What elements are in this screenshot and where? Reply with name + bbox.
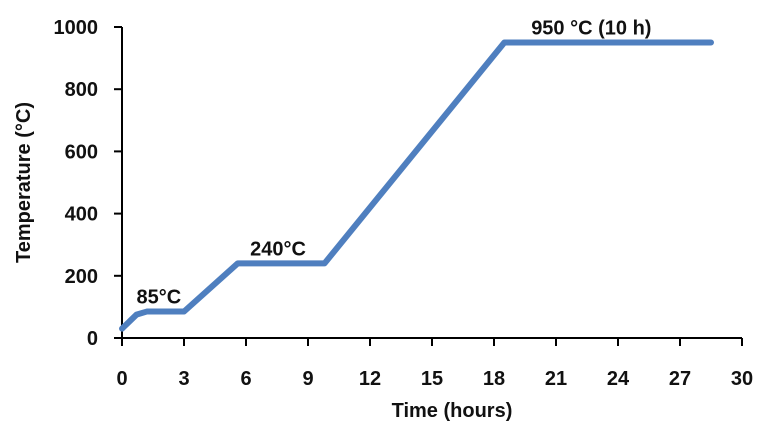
annotation-label: 85°C [136, 287, 181, 309]
x-tick-label: 27 [669, 368, 691, 390]
y-tick-label: 800 [65, 79, 98, 101]
annotation-label: 240°C [250, 238, 306, 260]
labels-layer: 0 3 6 9 12 15 18 21 24 27 30 0 200 400 600 800 1000 85°C 2… [54, 17, 754, 390]
y-tick-label: 1000 [54, 17, 99, 39]
y-tick-label: 0 [87, 328, 98, 350]
x-tick-label: 3 [178, 368, 189, 390]
temperature-series-line [119, 39, 714, 332]
series-layer [119, 39, 714, 332]
x-tick-label: 15 [421, 368, 443, 390]
x-tick-label: 0 [116, 368, 127, 390]
y-tick-label: 200 [65, 266, 98, 288]
x-tick-label: 21 [545, 368, 567, 390]
x-tick-label: 12 [359, 368, 381, 390]
x-tick-label: 9 [302, 368, 313, 390]
x-tick-label: 18 [483, 368, 505, 390]
annotation-label: 950 °C (10 h) [531, 18, 651, 40]
y-tick-label: 400 [65, 204, 98, 226]
axes-layer [114, 26, 743, 346]
x-tick-label: 30 [731, 368, 753, 390]
x-axis-title: Time (hours) [392, 400, 513, 422]
y-tick-label: 600 [65, 141, 98, 163]
x-tick-label: 24 [607, 368, 630, 390]
x-tick-label: 6 [240, 368, 251, 390]
y-axis-title: Temperature (°C) [13, 102, 35, 263]
